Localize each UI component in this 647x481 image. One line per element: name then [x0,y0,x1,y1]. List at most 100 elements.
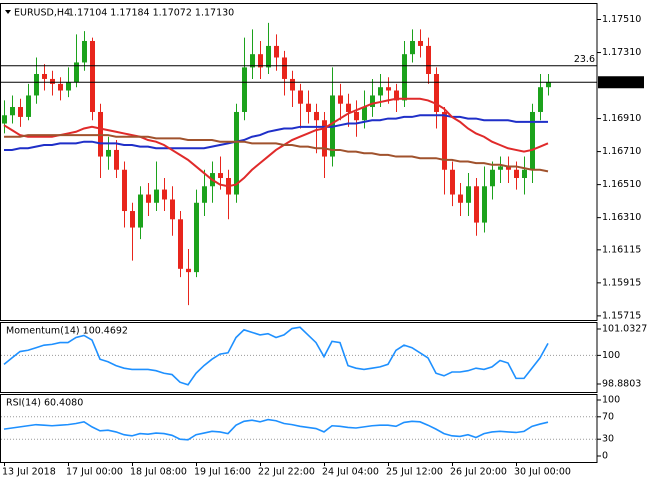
panel-title: Momentum(14) 100.4692 [6,326,128,337]
candle-body [10,107,15,116]
candle-body [170,199,175,220]
y-tick-label: 100 [602,350,620,361]
candle-body [434,73,439,112]
candle-body [354,111,359,121]
candle-body [266,45,271,68]
y-tick-label: 100 [602,394,620,405]
candle-body [242,67,247,112]
candle-body [514,169,519,179]
menu-arrow [5,10,11,14]
candle-body [314,111,319,121]
candle-body [202,186,207,203]
y-tick-label: 1.16710 [602,146,641,157]
y-tick-label: 1.17510 [602,14,641,25]
y-tick-label: 101.0327 [602,323,647,334]
y-tick-label: 1.16910 [602,113,641,124]
candle-body [66,82,71,91]
x-tick-label: 24 Jul 04:00 [322,467,379,478]
candle-body [458,194,463,203]
candle-body [538,87,543,112]
candle-body [42,73,47,79]
moving-average [4,114,548,151]
candle-body [282,57,287,79]
candle-body [122,169,127,212]
x-tick-label: 22 Jul 22:00 [258,467,315,478]
candle-body [50,78,55,84]
candle-body [274,45,279,58]
candle-body [34,73,39,96]
candle-body [418,40,423,46]
candle-body [546,82,551,88]
candle-body [290,78,295,91]
candle-body [18,107,23,117]
y-tick-label: 1.15715 [602,310,641,321]
chart-subtitle: 1.17104 1.17184 1.17072 1.17130 [68,8,234,19]
candle-body [522,169,527,179]
candle-body [218,173,223,179]
candle-body [146,194,151,203]
candle-body [450,169,455,195]
candle-body [482,186,487,223]
candle-body [130,211,135,228]
moving-average [4,134,549,173]
candle-body [162,189,167,200]
candle-body [426,45,431,74]
panel-frame [0,322,598,393]
y-tick-label: 1.17310 [602,47,641,58]
candle-body [378,87,383,96]
candle-body [386,87,391,91]
moving-average [3,97,549,188]
candle-body [346,103,351,112]
candle-body [74,62,79,83]
candle-body [498,166,503,170]
x-tick-label: 17 Jul 00:00 [66,467,123,478]
candle-body [306,103,311,112]
candle-body [258,54,263,68]
candle-body [322,120,327,157]
candle-body [298,90,303,104]
panel-frame [0,394,598,463]
y-tick-label: 1.16310 [602,212,641,223]
fibo-label: 23.6 [574,54,595,65]
x-tick-label: 26 Jul 20:00 [450,467,507,478]
panel-frame [0,3,598,321]
candle-body [178,219,183,269]
candle-body [442,111,447,170]
y-tick-label: 30 [602,434,614,445]
candle-body [466,186,471,203]
candle-body [506,166,511,170]
y-tick-label: 1.15915 [602,277,641,288]
candle-body [394,90,399,101]
candle-body [402,54,407,101]
candle-body [186,268,191,273]
x-tick-label: 19 Jul 16:00 [194,467,251,478]
x-tick-label: 13 Jul 2018 [2,467,56,478]
x-tick-label: 30 Jul 00:00 [514,467,571,478]
price-label: 1.17130 [601,77,640,88]
y-tick-label: 0 [602,451,608,462]
chart-title: EURUSD,H4 [14,8,70,19]
candle-body [474,186,479,223]
candle-body [194,202,199,273]
y-tick-label: 1.16115 [602,244,641,255]
candle-body [338,95,343,104]
x-tick-label: 25 Jul 12:00 [386,467,443,478]
price-box [598,76,644,89]
candle-body [114,149,119,170]
indicator-line [3,326,549,386]
candle-body [250,54,255,68]
candle-body [370,95,375,108]
x-tick-label: 18 Jul 08:00 [130,467,187,478]
candle-body [530,111,535,170]
candle-body [234,111,239,195]
candle-body [106,149,111,157]
candle-body [154,189,159,203]
candle-body [26,95,31,117]
indicator-line [3,418,549,441]
candle-body [90,40,95,112]
candle-body [82,40,87,63]
y-tick-label: 98.8803 [602,378,641,389]
candle-body [138,194,143,228]
panel-title: RSI(14) 60.4080 [6,398,83,409]
